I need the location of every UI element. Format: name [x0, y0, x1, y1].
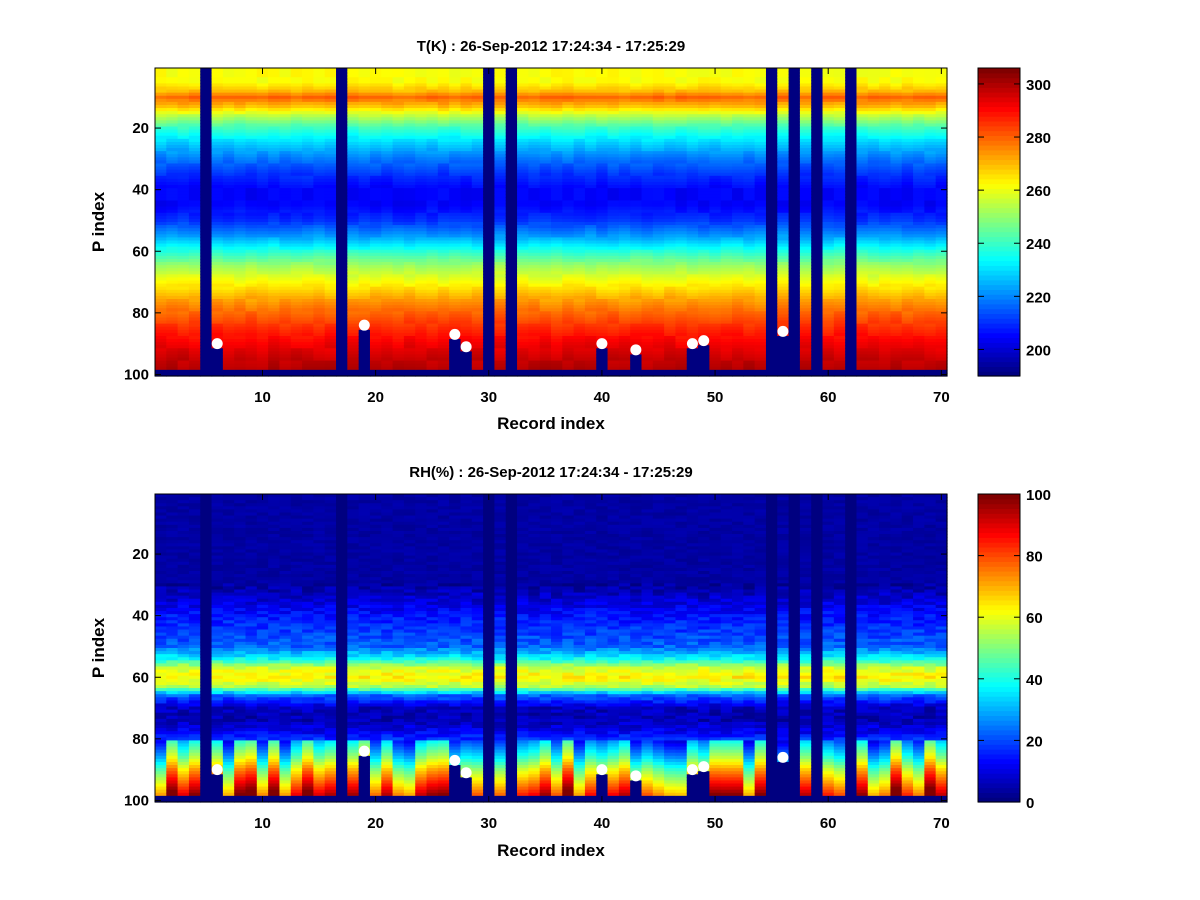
x-tick-label: 20: [367, 815, 384, 832]
x-tick-label: 60: [820, 389, 837, 406]
colorbar-tick-label: 240: [1026, 236, 1051, 253]
colorbar-tick-label: 60: [1026, 610, 1043, 627]
humidity-plot-frame: [154, 493, 948, 803]
humidity-y-label: P index: [89, 617, 108, 678]
colorbar-tick-label: 280: [1026, 130, 1051, 147]
x-tick-label: 10: [254, 815, 271, 832]
humidity-panel: RH(%) : 26-Sep-2012 17:24:34 - 17:25:29 …: [89, 464, 1051, 860]
temperature-x-label: Record index: [497, 414, 605, 433]
colorbar-tick-label: 100: [1026, 487, 1051, 504]
y-tick-label: 80: [132, 731, 149, 748]
x-tick-label: 40: [594, 389, 611, 406]
colorbar-tick-label: 300: [1026, 77, 1051, 94]
surface-marker: [358, 319, 370, 331]
surface-marker: [449, 328, 461, 340]
colorbar-tick-label: 260: [1026, 183, 1051, 200]
x-tick-label: 30: [480, 815, 497, 832]
x-tick-label: 60: [820, 815, 837, 832]
surface-marker: [449, 754, 461, 766]
colorbar-tick-label: 0: [1026, 795, 1034, 812]
surface-marker: [358, 745, 370, 757]
temperature-surface-markers: [211, 319, 789, 356]
y-tick-label: 40: [132, 182, 149, 199]
y-tick-label: 60: [132, 243, 149, 260]
x-tick-label: 50: [707, 389, 724, 406]
colorbar-tick-label: 200: [1026, 342, 1051, 359]
surface-marker: [630, 344, 642, 356]
surface-marker: [596, 764, 608, 776]
surface-marker: [460, 341, 472, 353]
colorbar-tick-label: 20: [1026, 733, 1043, 750]
y-tick-label: 40: [132, 608, 149, 625]
x-tick-label: 20: [367, 389, 384, 406]
y-tick-label: 20: [132, 546, 149, 563]
x-tick-label: 50: [707, 815, 724, 832]
colorbar-tick-label: 220: [1026, 289, 1051, 306]
humidity-heatmap-cells: [155, 494, 948, 803]
temperature-plot-frame: [154, 67, 948, 377]
y-tick-label: 100: [124, 792, 149, 809]
y-tick-label: 80: [132, 305, 149, 322]
humidity-colorbar: 0 20 40 60 80 100: [977, 487, 1051, 812]
surface-marker: [698, 761, 710, 773]
y-tick-label: 100: [124, 366, 149, 383]
surface-marker: [596, 338, 608, 350]
x-tick-label: 10: [254, 389, 271, 406]
surface-marker: [686, 338, 698, 350]
surface-marker: [686, 764, 698, 776]
x-tick-label: 70: [933, 389, 950, 406]
surface-marker: [460, 767, 472, 779]
surface-marker: [777, 325, 789, 337]
humidity-surface-markers: [211, 745, 789, 782]
surface-marker: [630, 770, 642, 782]
temperature-y-label: P index: [89, 191, 108, 252]
surface-marker: [698, 335, 710, 347]
humidity-title: RH(%) : 26-Sep-2012 17:24:34 - 17:25:29: [409, 464, 692, 481]
x-tick-label: 40: [594, 815, 611, 832]
y-tick-label: 60: [132, 669, 149, 686]
colorbar-tick-label: 40: [1026, 672, 1043, 689]
colorbar-tick-label: 80: [1026, 549, 1043, 566]
temperature-panel: T(K) : 26-Sep-2012 17:24:34 - 17:25:29 1…: [89, 38, 1051, 433]
colorbar-frame: [977, 493, 1021, 803]
humidity-x-label: Record index: [497, 841, 605, 860]
temperature-title: T(K) : 26-Sep-2012 17:24:34 - 17:25:29: [417, 38, 685, 55]
temperature-x-ticks: 10 20 30 40 50 60 70: [254, 68, 950, 406]
x-tick-label: 70: [933, 815, 950, 832]
surface-marker: [777, 751, 789, 763]
temperature-y-ticks: 20 40 60 80 100: [124, 120, 947, 383]
colorbar-frame: [977, 67, 1021, 377]
surface-marker: [211, 338, 223, 350]
surface-marker: [211, 764, 223, 776]
x-tick-label: 30: [480, 389, 497, 406]
y-tick-label: 20: [132, 120, 149, 137]
humidity-x-ticks: 10 20 30 40 50 60 70: [254, 494, 950, 832]
humidity-y-ticks: 20 40 60 80 100: [124, 546, 947, 809]
temperature-heatmap-cells: [155, 68, 948, 377]
temperature-colorbar: 200 220 240 260 280 300: [977, 67, 1051, 377]
